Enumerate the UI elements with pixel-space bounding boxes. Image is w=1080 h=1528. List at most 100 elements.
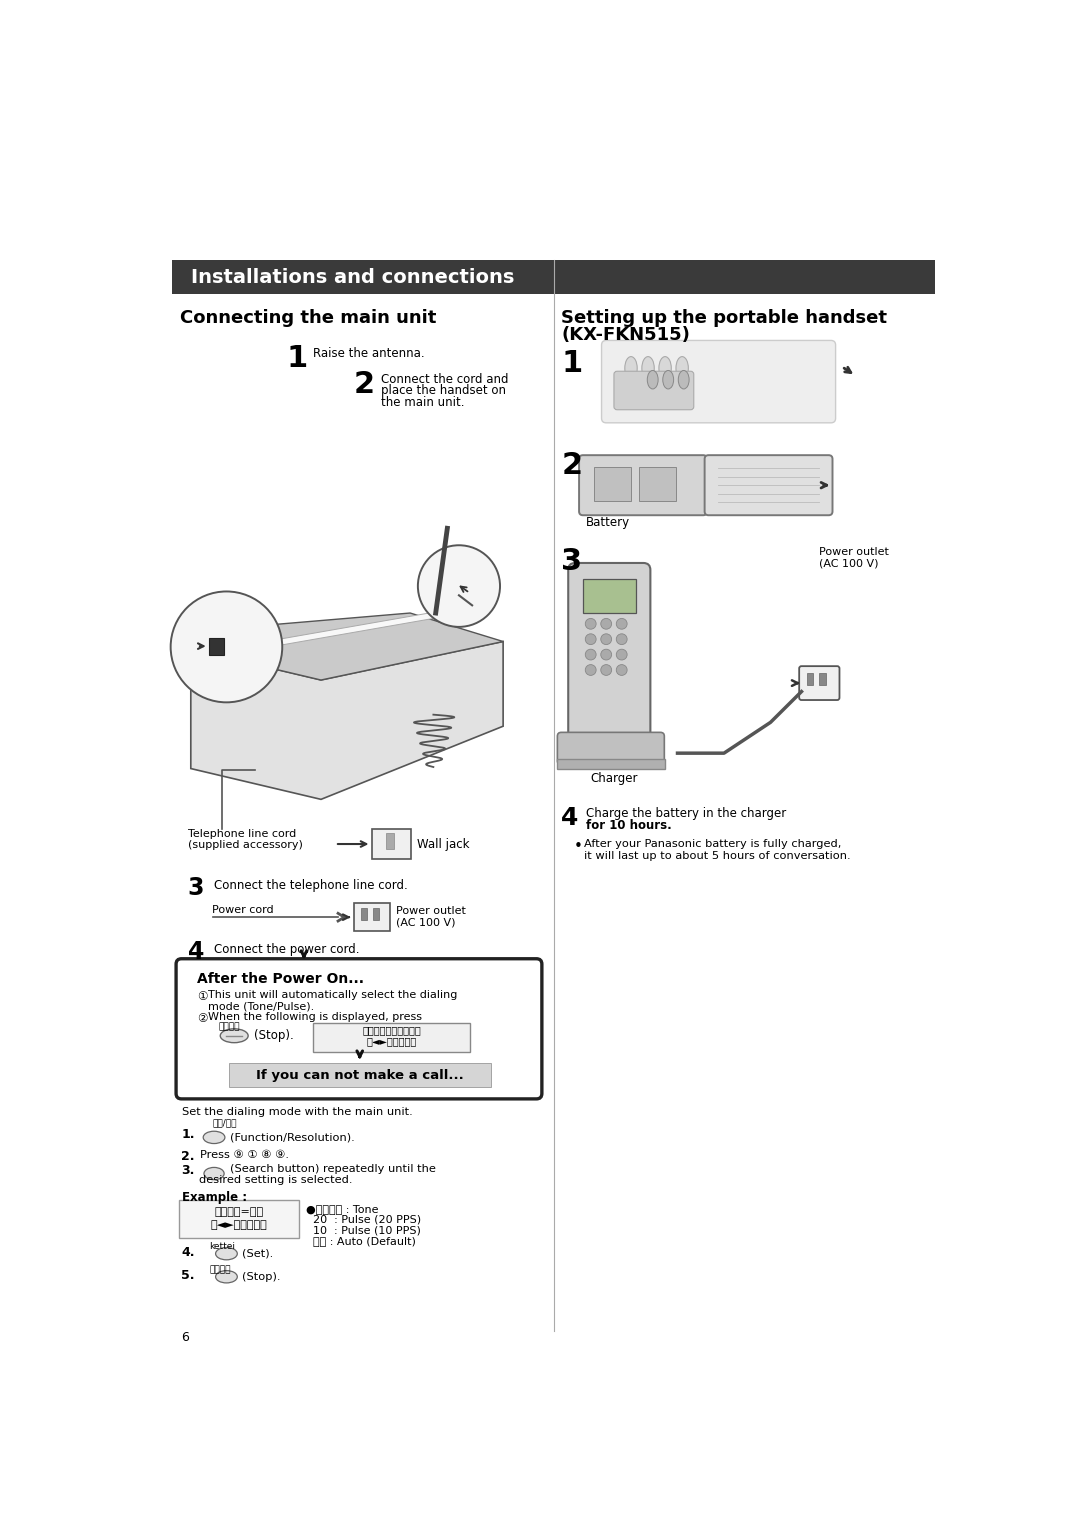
Text: for 10 hours.: for 10 hours. [586,819,672,831]
Bar [807,672,813,686]
FancyBboxPatch shape [556,758,665,769]
Ellipse shape [220,1028,248,1042]
Text: 2: 2 [562,451,582,480]
Text: This unit will automatically select the dialing: This unit will automatically select the … [207,990,457,1001]
Text: ①: ① [197,990,207,1004]
Circle shape [617,665,627,675]
FancyBboxPatch shape [229,1063,490,1086]
FancyBboxPatch shape [179,1199,298,1238]
Text: it will last up to about 5 hours of conversation.: it will last up to about 5 hours of conv… [584,851,851,860]
Text: Wall jack: Wall jack [417,837,470,851]
FancyBboxPatch shape [583,579,636,613]
Text: Press ⑨ ① ⑧ ⑨.: Press ⑨ ① ⑧ ⑨. [200,1151,289,1160]
Ellipse shape [678,370,689,390]
Text: Power outlet: Power outlet [396,906,467,915]
Text: Power cord: Power cord [213,905,274,915]
Text: Installations and connections: Installations and connections [191,267,514,287]
Text: ～　電話利用でねい: ～ 電話利用でねい [362,1025,421,1036]
Bar [373,908,379,920]
FancyBboxPatch shape [579,455,707,515]
Ellipse shape [676,356,688,380]
Polygon shape [191,642,503,799]
Text: (Set).: (Set). [242,1248,273,1259]
Text: 10  : Pulse (10 PPS): 10 : Pulse (10 PPS) [306,1225,420,1235]
Text: ストップ: ストップ [218,1022,240,1031]
Text: (Search button) repeatedly until the: (Search button) repeatedly until the [230,1164,435,1175]
Text: 1.: 1. [181,1128,195,1141]
FancyBboxPatch shape [568,562,650,752]
Bar [820,672,825,686]
Text: ストップ: ストップ [210,1265,231,1274]
Text: Battery: Battery [586,516,630,529]
Text: Setting up the portable handset: Setting up the portable handset [562,309,888,327]
Text: 6: 6 [181,1331,189,1343]
Text: ②: ② [197,1012,207,1025]
Text: ●プッシュ : Tone: ●プッシュ : Tone [306,1204,378,1213]
Text: After your Panasonic battery is fully charged,: After your Panasonic battery is fully ch… [584,839,842,850]
Ellipse shape [204,1167,225,1180]
Circle shape [585,665,596,675]
FancyBboxPatch shape [799,666,839,700]
Text: Charge the battery in the charger: Charge the battery in the charger [586,807,791,821]
Text: (AC 100 V): (AC 100 V) [396,917,456,927]
Ellipse shape [663,370,674,390]
Text: place the handset on: place the handset on [381,385,507,397]
Text: 【◄►】決定推し: 【◄►】決定推し [366,1036,417,1047]
Text: mode (Tone/Pulse).: mode (Tone/Pulse). [207,1001,314,1012]
Text: 自動 : Auto (Default): 自動 : Auto (Default) [306,1236,416,1245]
Text: 3.: 3. [181,1164,194,1178]
Circle shape [585,634,596,645]
Text: 1: 1 [562,348,582,377]
Ellipse shape [625,356,637,380]
Circle shape [600,665,611,675]
Text: Set the dialing mode with the main unit.: Set the dialing mode with the main unit. [181,1108,413,1117]
Text: Raise the antenna.: Raise the antenna. [313,347,424,361]
Text: 20  : Pulse (20 PPS): 20 : Pulse (20 PPS) [306,1215,420,1224]
Text: 3: 3 [188,877,204,900]
Ellipse shape [642,356,654,380]
Bar [638,466,676,501]
Circle shape [600,649,611,660]
FancyBboxPatch shape [353,903,390,931]
Ellipse shape [647,370,658,390]
Text: Telephone line cord: Telephone line cord [188,828,296,839]
Circle shape [585,619,596,630]
Circle shape [617,619,627,630]
Text: 機能/画質: 機能/画質 [213,1118,237,1128]
Ellipse shape [659,356,672,380]
Text: 5.: 5. [181,1270,195,1282]
Text: (Stop).: (Stop). [242,1271,281,1282]
Text: 1: 1 [286,344,308,373]
Text: Power outlet: Power outlet [819,547,889,556]
Text: 2.: 2. [181,1151,195,1163]
FancyBboxPatch shape [602,341,836,423]
Text: 3: 3 [562,547,582,576]
Ellipse shape [216,1247,238,1259]
Ellipse shape [216,1271,238,1284]
Bar [361,908,367,920]
Ellipse shape [203,1131,225,1143]
FancyBboxPatch shape [176,958,542,1099]
Bar [172,260,935,295]
Circle shape [171,591,282,703]
Text: (Function/Resolution).: (Function/Resolution). [230,1132,354,1143]
FancyBboxPatch shape [313,1022,470,1051]
FancyBboxPatch shape [613,371,693,410]
Circle shape [600,619,611,630]
Text: After the Power On...: After the Power On... [197,972,364,986]
Text: desired setting is selected.: desired setting is selected. [199,1175,352,1186]
Circle shape [617,649,627,660]
FancyBboxPatch shape [557,732,664,764]
Text: If you can not make a call...: If you can not make a call... [256,1068,463,1082]
Text: 【◄►】決定推し: 【◄►】決定推し [211,1221,267,1230]
Text: Connect the cord and: Connect the cord and [381,373,509,385]
Text: (AC 100 V): (AC 100 V) [819,558,878,568]
Text: 4: 4 [562,805,579,830]
Text: (KX-FKN515): (KX-FKN515) [562,325,690,344]
Text: (supplied accessory): (supplied accessory) [188,840,302,850]
Text: (Stop).: (Stop). [254,1030,294,1042]
Circle shape [418,545,500,626]
Text: kettei: kettei [210,1242,235,1251]
Circle shape [600,634,611,645]
Text: Charger: Charger [590,772,637,785]
